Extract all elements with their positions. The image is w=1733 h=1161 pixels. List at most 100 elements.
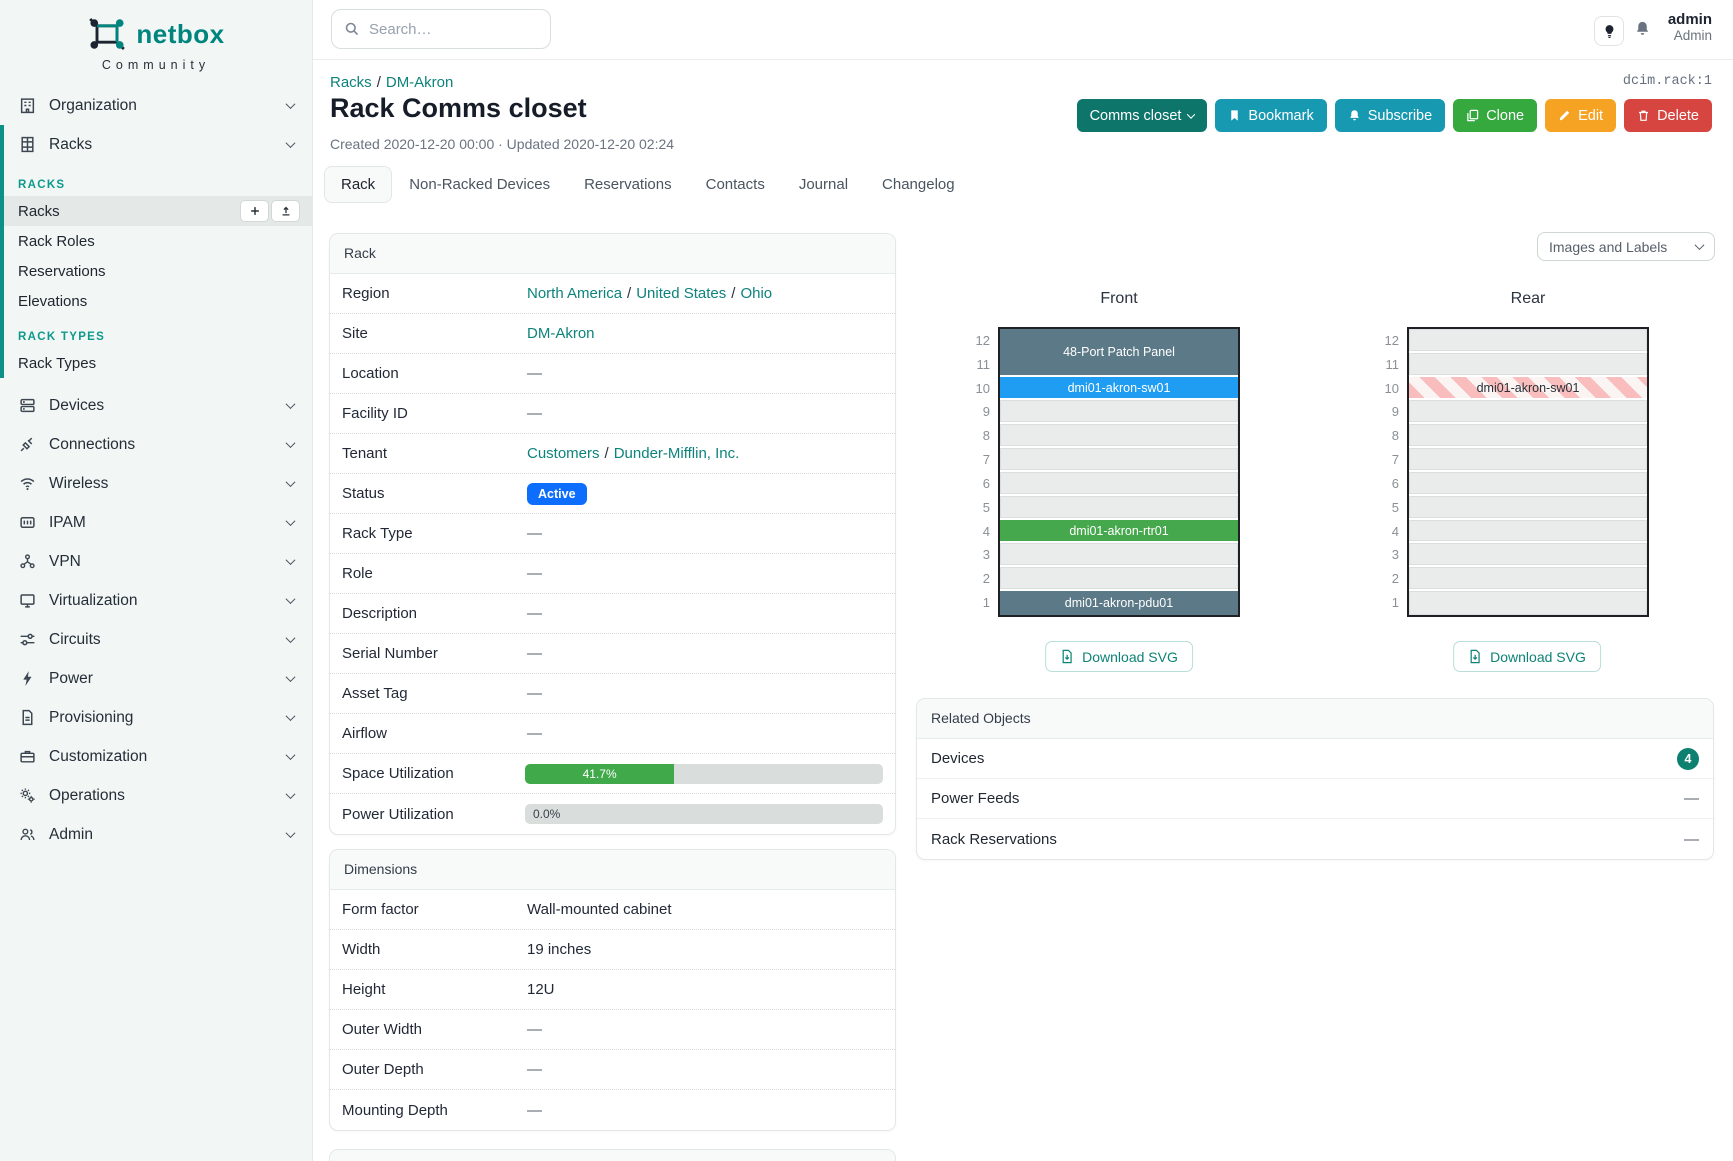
- region-link[interactable]: North America: [527, 285, 623, 302]
- related-row-label: Power Feeds: [931, 790, 1020, 807]
- tab-contacts[interactable]: Contacts: [705, 176, 765, 193]
- edit-label: Edit: [1578, 107, 1604, 124]
- sidebar-section-header-racks: RACKS: [18, 179, 66, 191]
- sidebar-item-wireless[interactable]: Wireless: [0, 464, 312, 503]
- delete-button[interactable]: Delete: [1624, 99, 1712, 132]
- chevron-down-icon: [285, 789, 296, 800]
- download-svg-label: Download SVG: [1490, 648, 1586, 665]
- copy-icon: [1467, 109, 1479, 122]
- row-label: Role: [342, 565, 373, 582]
- tab-non-racked-devices[interactable]: Non-Racked Devices: [409, 176, 551, 193]
- status-badge[interactable]: Active: [527, 482, 587, 505]
- unit-number: 3: [982, 547, 990, 563]
- sidebar-item-circuits[interactable]: Circuits: [0, 620, 312, 659]
- sidebar-item-provisioning[interactable]: Provisioning: [0, 698, 312, 737]
- breadcrumb-site-link[interactable]: DM-Akron: [385, 74, 454, 91]
- tab-changelog[interactable]: Changelog: [882, 176, 955, 193]
- page-title: Rack Comms closet: [330, 93, 587, 123]
- sidebar-subitem-rack-types[interactable]: Rack Types: [4, 348, 312, 378]
- rack-unit-empty: [1409, 329, 1647, 353]
- racks-nav-group: Racks RACKS Racks Rack Roles: [0, 125, 312, 378]
- bookmark-icon: [1231, 110, 1239, 121]
- row-label: Rack Type: [342, 525, 413, 542]
- sidebar-item-customization[interactable]: Customization: [0, 737, 312, 776]
- rear-elevation-title: Rear: [1510, 290, 1546, 307]
- tab-rack[interactable]: Rack: [324, 166, 393, 203]
- tenant-group-link[interactable]: Customers: [527, 445, 600, 462]
- search-box[interactable]: [331, 9, 551, 49]
- rack-device-rtr01[interactable]: dmi01-akron-rtr01: [1000, 519, 1238, 544]
- file-download-icon: [1062, 649, 1072, 664]
- sidebar-item-power[interactable]: Power: [0, 659, 312, 698]
- separator: /: [627, 285, 632, 302]
- breadcrumb-separator: /: [376, 74, 381, 91]
- action-buttons: Comms closet Bookmark Subscribe Clone Ed…: [1076, 99, 1712, 132]
- user-menu[interactable]: admin Admin: [1668, 11, 1712, 43]
- sidebar-item-organization[interactable]: Organization: [0, 86, 312, 125]
- sidebar-subitem-racks[interactable]: Racks: [4, 196, 312, 226]
- site-link[interactable]: DM-Akron: [527, 325, 595, 342]
- rack-unit-empty: [1409, 424, 1647, 449]
- region-link[interactable]: Ohio: [740, 285, 773, 302]
- sidebar-item-virtualization[interactable]: Virtualization: [0, 581, 312, 620]
- sidebar-subitem-rack-roles[interactable]: Rack Roles: [4, 226, 312, 256]
- table-row: Asset Tag —: [330, 674, 895, 714]
- rack-device-patch-panel[interactable]: 48-Port Patch Panel: [1000, 329, 1238, 377]
- subscribe-button[interactable]: Subscribe: [1334, 99, 1446, 132]
- rear-download-svg-button[interactable]: Download SVG: [1453, 641, 1601, 672]
- row-value: 19 inches: [527, 941, 592, 958]
- row-value: 12U: [527, 981, 555, 998]
- region-link[interactable]: United States: [636, 285, 727, 302]
- rack-card: Rack Region North America / United States /…: [329, 233, 896, 835]
- add-rack-button[interactable]: [240, 200, 269, 222]
- sidebar-item-racks[interactable]: Racks: [4, 125, 312, 164]
- tab-reservations[interactable]: Reservations: [584, 176, 672, 193]
- sidebar-item-connections[interactable]: Connections: [0, 425, 312, 464]
- sidebar-item-ipam[interactable]: IPAM: [0, 503, 312, 542]
- tab-journal[interactable]: Journal: [798, 176, 849, 193]
- edit-button[interactable]: Edit: [1545, 99, 1617, 132]
- rack-device-sw01-rear[interactable]: dmi01-akron-sw01: [1409, 376, 1647, 401]
- breadcrumb-racks-link[interactable]: Racks: [330, 74, 372, 91]
- separator: /: [604, 445, 609, 462]
- unit-number: 8: [982, 428, 990, 444]
- rack-device-sw01[interactable]: dmi01-akron-sw01: [1000, 376, 1238, 401]
- row-label: Width: [342, 941, 381, 958]
- elevation-view-select[interactable]: Images and Labels: [1537, 232, 1715, 261]
- front-download-svg-button[interactable]: Download SVG: [1045, 641, 1193, 672]
- related-objects-row-devices[interactable]: Devices 4: [917, 739, 1713, 779]
- unit-number: 12: [1384, 333, 1399, 348]
- sidebar-item-admin[interactable]: Admin: [0, 815, 312, 854]
- bell-icon: [1636, 21, 1649, 35]
- devices-count-badge[interactable]: 4: [1677, 747, 1699, 770]
- bookmark-button[interactable]: Bookmark: [1215, 99, 1327, 132]
- tenant-link[interactable]: Dunder-Mifflin, Inc.: [613, 445, 740, 462]
- netbox-logo[interactable]: netbox Community: [0, 0, 312, 72]
- elevation-view-select-value: Images and Labels: [1549, 238, 1668, 255]
- sidebar-subitem-label: Reservations: [18, 262, 106, 280]
- sidebar-subitem-elevations[interactable]: Elevations: [4, 286, 312, 316]
- row-label: Tenant: [342, 445, 388, 462]
- theme-toggle-button[interactable]: [1594, 16, 1624, 46]
- chevron-down-icon: [1694, 240, 1705, 251]
- search-input[interactable]: [369, 20, 519, 38]
- sidebar-item-devices[interactable]: Devices: [0, 386, 312, 425]
- tab-bar: Rack Non-Racked Devices Reservations Con…: [324, 166, 972, 203]
- unit-number: 6: [1391, 475, 1399, 491]
- sidebar-subitem-reservations[interactable]: Reservations: [4, 256, 312, 286]
- ipam-icon: [18, 514, 36, 531]
- row-value: —: [527, 405, 542, 422]
- rack-device-pdu01[interactable]: dmi01-akron-pdu01: [1000, 591, 1238, 615]
- notifications-button[interactable]: [1634, 20, 1651, 40]
- front-elevation-title: Front: [1100, 290, 1138, 307]
- delete-label: Delete: [1657, 107, 1699, 124]
- unit-number: 4: [1391, 523, 1399, 539]
- sidebar-item-vpn[interactable]: VPN: [0, 542, 312, 581]
- search-icon: [345, 22, 359, 36]
- clone-button[interactable]: Clone: [1453, 99, 1538, 132]
- sidebar-item-operations[interactable]: Operations: [0, 776, 312, 815]
- related-objects-header: Related Objects: [917, 699, 1713, 739]
- rack-select-button[interactable]: Comms closet: [1076, 99, 1208, 132]
- unit-number: 10: [1384, 380, 1399, 396]
- import-racks-button[interactable]: [271, 200, 300, 222]
